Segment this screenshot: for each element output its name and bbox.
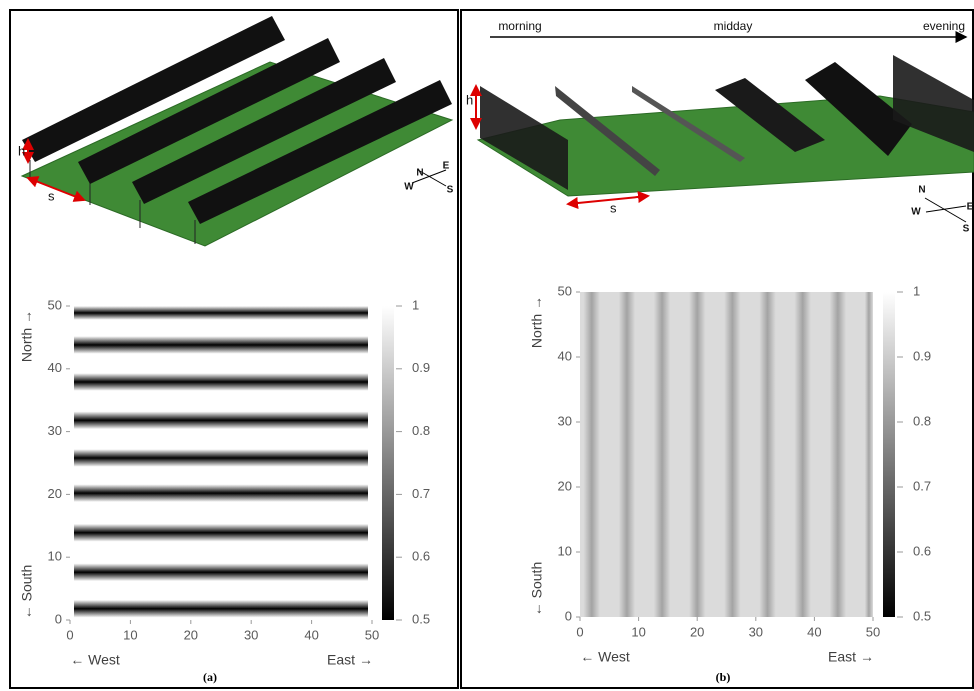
colorbar-tick-label: 1 [412, 297, 419, 312]
x-axis-label: ← West [70, 652, 120, 668]
illustration-a [20, 16, 454, 247]
colorbar-tick-label: 0.5 [412, 611, 430, 626]
colorbar [883, 292, 895, 617]
y-tick-label: 20 [558, 478, 572, 493]
x-tick-label: 30 [244, 627, 258, 642]
stripe [794, 292, 811, 617]
stripe [74, 484, 368, 502]
stripe [74, 411, 368, 430]
panel-caption: (a) [203, 670, 217, 684]
x-tick-label: 50 [365, 627, 379, 642]
spacing-label: s [610, 200, 617, 215]
height-label: h [466, 92, 473, 107]
y-tick-label: 10 [558, 543, 572, 558]
stripe [864, 292, 873, 617]
stripe [759, 292, 776, 617]
colorbar-tick-label: 0.7 [913, 478, 931, 493]
colorbar [382, 306, 394, 620]
colorbar-tick-label: 0.6 [913, 543, 931, 558]
compass-label: S [447, 185, 454, 196]
panel-frame [460, 9, 974, 689]
y-tick-label: 0 [55, 611, 62, 626]
y-tick-label: 30 [558, 413, 572, 428]
colorbar-tick-label: 0.9 [913, 348, 931, 363]
stripe [688, 292, 706, 617]
stripe [829, 292, 847, 617]
stripe [653, 292, 671, 617]
x-tick-label: 10 [631, 624, 645, 639]
illustration-b [470, 31, 974, 223]
x-tick-label: 0 [66, 627, 73, 642]
y-axis-label: North → [529, 296, 545, 348]
compass-label: N [416, 168, 423, 179]
time-label: midday [714, 19, 753, 33]
y-tick-label: 30 [48, 423, 62, 438]
x-axis-label: East → [828, 649, 874, 665]
compass-label: W [911, 207, 921, 218]
colorbar-tick-label: 0.9 [412, 360, 430, 375]
stripe [74, 373, 368, 391]
x-tick-label: 10 [123, 627, 137, 642]
compass-label: W [404, 182, 414, 193]
x-tick-label: 50 [866, 624, 880, 639]
y-tick-label: 0 [565, 608, 572, 623]
y-tick-label: 50 [48, 297, 62, 312]
stripe [74, 449, 368, 467]
colorbar-tick-label: 0.7 [412, 486, 430, 501]
colorbar-tick-label: 0.8 [913, 413, 931, 428]
compass-label: S [963, 224, 970, 235]
y-axis-label: North → [19, 310, 35, 362]
y-axis-label: ← South [19, 565, 35, 619]
height-label: h [18, 143, 25, 158]
stripe [724, 292, 741, 617]
x-tick-label: 30 [749, 624, 763, 639]
y-tick-label: 20 [48, 486, 62, 501]
x-axis-label: ← West [580, 649, 630, 665]
compass-label: E [443, 161, 450, 172]
y-tick-label: 50 [558, 283, 572, 298]
stripe [618, 292, 636, 617]
stripe [74, 523, 368, 542]
colorbar-tick-label: 0.8 [412, 423, 430, 438]
stripe [583, 292, 600, 617]
spacing-label: s [48, 188, 55, 203]
time-label: morning [498, 19, 541, 33]
stripe [74, 336, 368, 354]
y-axis-label: ← South [529, 562, 545, 616]
colorbar-tick-label: 0.5 [913, 608, 931, 623]
y-tick-label: 10 [48, 549, 62, 564]
colorbar-tick-label: 1 [913, 283, 920, 298]
x-tick-label: 40 [807, 624, 821, 639]
colorbar-tick-label: 0.6 [412, 549, 430, 564]
compass-label: N [918, 185, 925, 196]
compass-label: E [967, 202, 974, 213]
stripe [74, 306, 368, 320]
x-axis-label: East → [327, 652, 373, 668]
x-tick-label: 0 [576, 624, 583, 639]
stripe [74, 599, 368, 618]
time-label: evening [923, 19, 965, 33]
x-tick-label: 40 [304, 627, 318, 642]
stripe [74, 563, 368, 582]
y-tick-label: 40 [558, 348, 572, 363]
x-tick-label: 20 [184, 627, 198, 642]
x-tick-label: 20 [690, 624, 704, 639]
y-tick-label: 40 [48, 360, 62, 375]
panel-caption: (b) [716, 670, 731, 684]
panel-frame [9, 9, 459, 689]
